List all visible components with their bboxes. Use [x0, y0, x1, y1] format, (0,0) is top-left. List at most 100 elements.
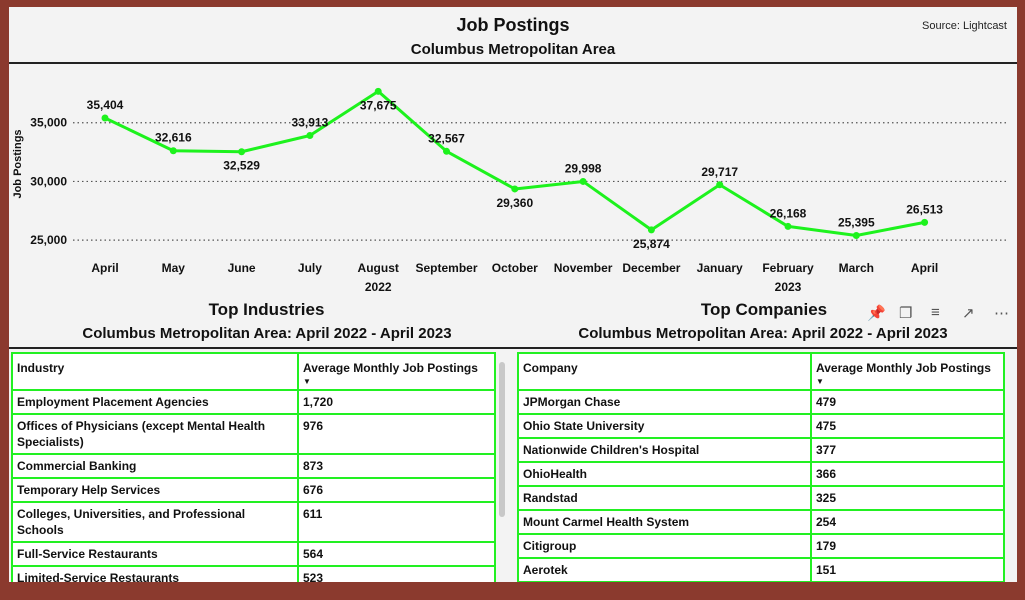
row-name-cell: Temporary Help Services — [11, 477, 299, 503]
row-value-cell: 254 — [810, 509, 1005, 535]
data-label: 29,717 — [701, 165, 738, 179]
x-tick-label: January — [697, 261, 743, 275]
avg-postings-column-header[interactable]: Average Monthly Job Postings ▼ — [297, 352, 496, 391]
row-value-cell: 479 — [810, 389, 1005, 415]
line-chart: Job Postings 25,000 30,000 35,000 April May Ju… — [12, 87, 1009, 294]
data-label: 32,616 — [155, 131, 192, 145]
row-name-cell: Aerotek — [517, 557, 812, 582]
data-point — [169, 147, 177, 155]
table-row[interactable]: Commercial Banking 873 — [11, 453, 496, 479]
row-name-cell: Citigroup — [517, 533, 812, 559]
more-options-icon[interactable]: ⋯ — [994, 305, 1009, 322]
header-divider — [9, 62, 1017, 64]
row-value-cell: 475 — [810, 413, 1005, 439]
data-label: 32,567 — [428, 131, 465, 145]
table-header-row: Company Average Monthly Job Postings ▼ — [517, 352, 1005, 391]
table-row[interactable]: Ohio State University 475 — [517, 413, 1005, 439]
sort-desc-icon[interactable]: ▼ — [303, 377, 311, 386]
data-point — [443, 147, 450, 155]
data-point — [784, 222, 792, 230]
row-value-cell: 151 — [810, 557, 1005, 582]
data-point — [238, 148, 246, 156]
chart-subtitle: Columbus Metropolitan Area — [410, 41, 616, 58]
focus-mode-icon[interactable]: ↗ — [962, 305, 975, 322]
companies-title: Top Companies — [700, 300, 828, 319]
row-name-cell: Mount Carmel Health System — [517, 509, 812, 535]
sort-desc-icon[interactable]: ▼ — [816, 377, 824, 386]
table-row[interactable]: JPMorgan Chase 479 — [517, 389, 1005, 415]
table-row[interactable]: OhioHealth 366 — [517, 461, 1005, 487]
companies-table-body: JPMorgan Chase 479 Ohio State University 47… — [517, 389, 1005, 582]
table-row[interactable]: Full-Service Restaurants 564 — [11, 541, 496, 567]
source-label: Source: Lightcast — [922, 20, 1007, 32]
data-label: 29,998 — [565, 161, 602, 175]
data-point — [101, 114, 109, 122]
row-value-cell: 873 — [297, 453, 496, 479]
x-tick-label: August — [358, 261, 399, 275]
data-point — [647, 226, 655, 234]
copy-icon[interactable]: ❐ — [899, 305, 913, 322]
row-value-cell: 676 — [297, 477, 496, 503]
data-label: 25,874 — [633, 237, 670, 251]
table-row[interactable]: Employment Placement Agencies 1,720 — [11, 389, 496, 415]
x-tick-label: March — [839, 261, 874, 275]
row-value-cell: 611 — [297, 501, 496, 543]
data-label: 26,168 — [770, 206, 807, 220]
section-divider — [9, 347, 1017, 349]
row-value-cell: 325 — [810, 485, 1005, 511]
row-value-cell: 366 — [810, 461, 1005, 487]
x-year-label: 2023 — [775, 280, 802, 294]
data-point — [716, 181, 724, 189]
data-point — [921, 218, 929, 226]
y-tick-label: 35,000 — [30, 116, 67, 130]
row-name-cell: Randstad — [517, 485, 812, 511]
x-tick-label: February — [762, 261, 814, 275]
x-year-label: 2022 — [365, 280, 392, 294]
row-value-cell: 564 — [297, 541, 496, 567]
row-value-cell: 179 — [810, 533, 1005, 559]
row-value-cell: 976 — [297, 413, 496, 455]
x-tick-label: December — [622, 261, 680, 275]
chart-title: Job Postings — [456, 15, 570, 35]
avg-postings-column-header[interactable]: Average Monthly Job Postings ▼ — [810, 352, 1005, 391]
table-row[interactable]: Temporary Help Services 676 — [11, 477, 496, 503]
row-name-cell: Commercial Banking — [11, 453, 299, 479]
data-label: 26,513 — [906, 202, 943, 216]
companies-subtitle: Columbus Metropolitan Area: April 2022 -… — [578, 325, 948, 342]
company-column-header[interactable]: Company — [517, 352, 812, 391]
x-tick-label: June — [228, 261, 256, 275]
table-row[interactable]: Colleges, Universities, and Professional… — [11, 501, 496, 543]
data-label: 37,675 — [360, 98, 397, 112]
row-name-cell: JPMorgan Chase — [517, 389, 812, 415]
table-row[interactable]: Mount Carmel Health System 254 — [517, 509, 1005, 535]
table-row[interactable]: Limited-Service Restaurants 523 — [11, 565, 496, 582]
companies-table: Company Average Monthly Job Postings ▼ JP… — [517, 352, 1005, 582]
row-name-cell: Colleges, Universities, and Professional… — [11, 501, 299, 543]
industries-title: Top Industries — [208, 300, 325, 319]
x-tick-label: May — [162, 261, 186, 275]
row-name-cell: OhioHealth — [517, 461, 812, 487]
industries-scrollbar[interactable] — [499, 362, 505, 517]
table-row[interactable]: Randstad 325 — [517, 485, 1005, 511]
industries-table: Industry Average Monthly Job Postings ▼ E… — [11, 352, 496, 582]
row-name-cell: Limited-Service Restaurants — [11, 565, 299, 582]
industries-table-body: Employment Placement Agencies 1,720 Office… — [11, 389, 496, 582]
industry-column-header[interactable]: Industry — [11, 352, 299, 391]
x-tick-label: July — [298, 261, 322, 275]
data-label: 25,395 — [838, 215, 875, 229]
table-row[interactable]: Nationwide Children's Hospital 377 — [517, 437, 1005, 463]
pin-icon[interactable]: 📌 — [867, 305, 886, 322]
table-row[interactable]: Aerotek 151 — [517, 557, 1005, 582]
data-point — [852, 231, 860, 239]
table-row[interactable]: Offices of Physicians (except Mental Hea… — [11, 413, 496, 455]
table-row[interactable]: Citigroup 179 — [517, 533, 1005, 559]
data-label: 35,404 — [87, 98, 124, 112]
x-tick-label: November — [554, 261, 613, 275]
data-point — [579, 177, 587, 185]
row-name-cell: Employment Placement Agencies — [11, 389, 299, 415]
x-tick-label: September — [415, 261, 477, 275]
industries-subtitle: Columbus Metropolitan Area: April 2022 -… — [82, 325, 452, 342]
filter-icon[interactable]: ≡ — [931, 304, 940, 321]
row-name-cell: Offices of Physicians (except Mental Hea… — [11, 413, 299, 455]
row-value-cell: 523 — [297, 565, 496, 582]
